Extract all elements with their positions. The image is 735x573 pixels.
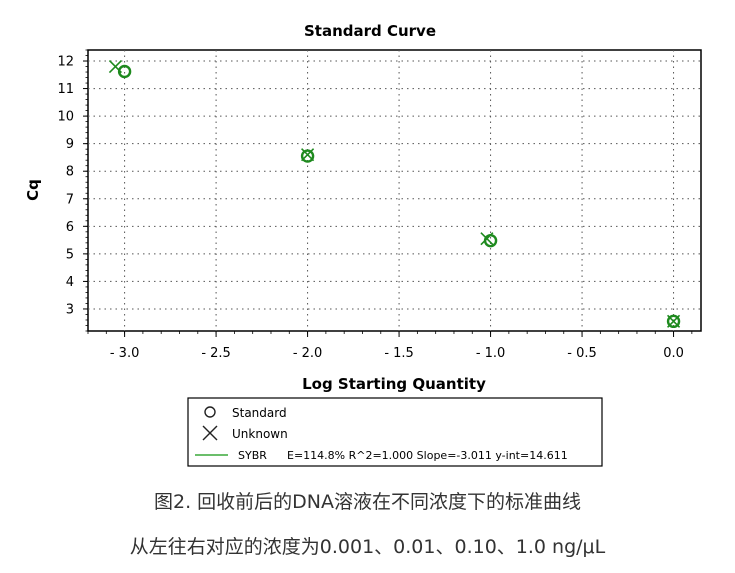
legend-fit-label: SYBR xyxy=(238,449,267,462)
y-tick-label: 7 xyxy=(66,192,74,207)
x-tick-label: - 1.0 xyxy=(476,346,506,361)
standard-point xyxy=(666,314,681,329)
legend: Standard Unknown SYBR E=114.8% R^2=1.000… xyxy=(187,397,603,467)
unknown-point xyxy=(301,148,315,162)
y-tick-label: 3 xyxy=(66,302,74,317)
y-tick-label: 11 xyxy=(57,82,74,97)
unknown-point xyxy=(480,232,494,246)
y-tick-label: 4 xyxy=(66,275,74,290)
legend-unknown-label: Unknown xyxy=(232,427,288,441)
legend-box xyxy=(187,397,603,467)
x-tick-label: - 2.0 xyxy=(293,346,323,361)
x-axis-label: Log Starting Quantity xyxy=(302,375,486,393)
chart-title: Standard Curve xyxy=(304,22,436,40)
figure-caption-line2: 从左往右对应的浓度为0.001、0.01、0.10、1.0 ng/μL xyxy=(129,536,606,558)
standard-point xyxy=(117,64,132,79)
y-tick-label: 6 xyxy=(66,220,74,235)
x-tick-label: - 0.5 xyxy=(567,346,597,361)
y-tick-label: 5 xyxy=(66,247,74,262)
data-points xyxy=(108,59,681,329)
standard-point xyxy=(300,149,315,163)
legend-fit-stats: E=114.8% R^2=1.000 Slope=-3.011 y-int=14… xyxy=(287,449,568,462)
x-tick-label: 0.0 xyxy=(663,346,684,361)
figure-caption-line1: 图2. 回收前后的DNA溶液在不同浓度下的标准曲线 xyxy=(153,491,581,513)
unknown-point xyxy=(666,314,681,328)
x-tick-label: - 3.0 xyxy=(110,346,140,361)
unknown-point xyxy=(108,59,123,74)
legend-standard-label: Standard xyxy=(232,406,287,420)
legend-unknown-marker xyxy=(202,425,218,441)
x-tick-label: - 1.5 xyxy=(384,346,414,361)
plot-frame xyxy=(87,49,702,332)
y-axis-ticks: 3 4 5 6 7 8 9 10 11 12 xyxy=(57,49,88,332)
y-axis-label: Cq xyxy=(24,179,42,201)
x-axis-ticks: - 3.0 - 2.5 - 2.0 - 1.5 - 1.0 - 0.5 0.0 xyxy=(87,331,693,361)
y-tick-label: 12 xyxy=(57,55,74,70)
y-tick-label: 8 xyxy=(66,165,74,180)
y-tick-label: 9 xyxy=(66,137,74,152)
x-tick-label: - 2.5 xyxy=(201,346,231,361)
legend-standard-marker xyxy=(204,406,216,418)
y-tick-label: 10 xyxy=(57,110,74,125)
plot-area xyxy=(87,49,702,332)
